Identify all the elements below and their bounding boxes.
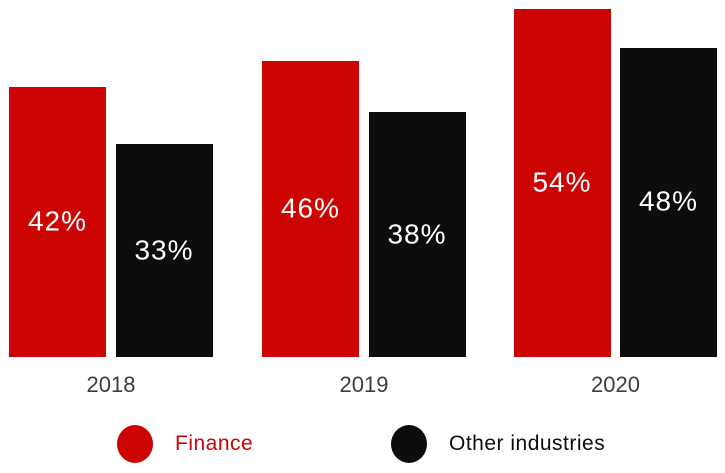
legend-label: Finance xyxy=(175,432,254,455)
plot-area: 42% 33% 46% 38% 54% 48% xyxy=(9,9,717,357)
x-axis: 2018 2019 2020 xyxy=(0,357,725,397)
x-tick-2018: 2018 xyxy=(86,372,136,397)
bar-other-industries-2019: 38% xyxy=(368,112,466,357)
bar-value-label: 46% xyxy=(280,192,341,224)
bar-other-industries-2018: 33% xyxy=(115,144,213,357)
legend-swatch-finance xyxy=(117,425,153,463)
bar-value-label: 48% xyxy=(638,185,699,217)
bar-value-label: 54% xyxy=(532,166,592,198)
legend-label: Other industries xyxy=(449,432,606,455)
bar-value-label: 38% xyxy=(387,217,447,249)
bar-other-industries-2020: 48% xyxy=(620,47,717,357)
bar-finance-2018: 42% xyxy=(9,86,106,357)
bar-value-label: 33% xyxy=(134,234,194,266)
x-tick-2020: 2020 xyxy=(591,372,640,397)
legend-swatch-other-industries xyxy=(391,425,427,463)
legend: Finance Other industries xyxy=(0,420,725,468)
bar-value-label: 42% xyxy=(27,205,88,237)
bar-finance-2020: 54% xyxy=(513,9,611,357)
bar-finance-2019: 46% xyxy=(262,60,359,357)
x-tick-2019: 2019 xyxy=(339,372,389,397)
